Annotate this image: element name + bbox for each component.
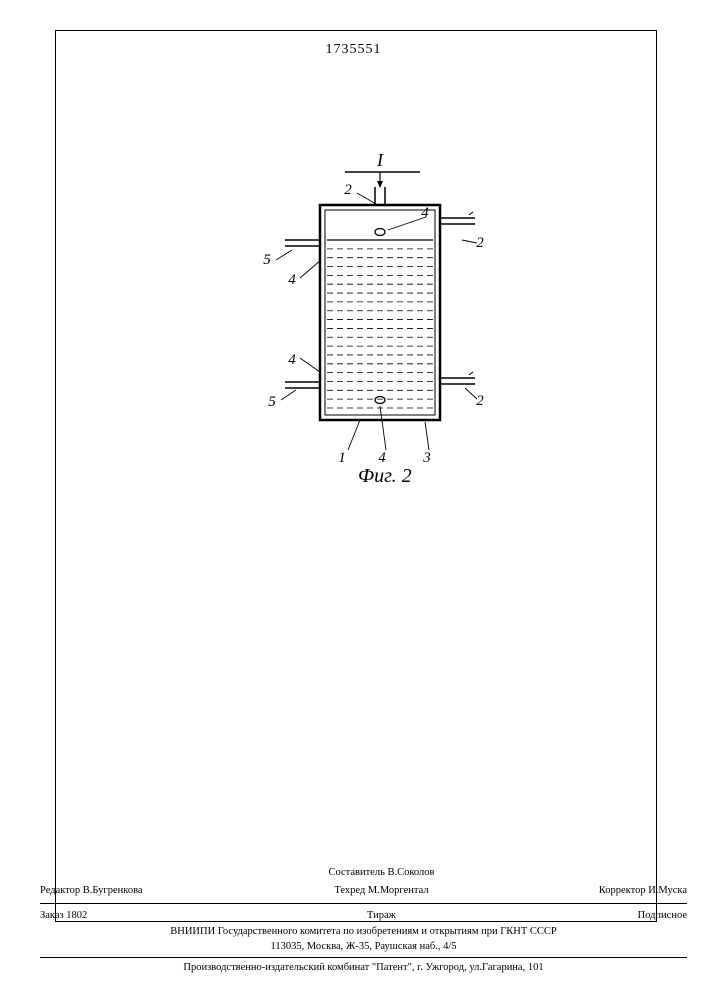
footer-empty-r (507, 866, 687, 880)
patent-number: 1735551 (0, 42, 707, 58)
footer-org2: 113035, Москва, Ж-35, Раушская наб., 4/5 (40, 940, 687, 954)
figure-svg: I 2 4 2 5 4 4 5 2 1 4 3 Фиг. 2 (230, 150, 530, 500)
footer-techred: Техред М.Моргентал (256, 884, 508, 898)
footer-block: Составитель В.Соколов Редактор В.Бугренк… (40, 864, 687, 975)
footer-tirazh: Тираж (256, 909, 508, 923)
svg-text:4: 4 (421, 205, 429, 221)
footer-corrector: Корректор И.Муска (507, 884, 687, 898)
footer-compiler: Составитель В.Соколов (256, 866, 508, 880)
footer-org1: ВНИИПИ Государственного комитета по изоб… (40, 925, 687, 939)
svg-text:I: I (376, 150, 384, 170)
svg-text:Фиг. 2: Фиг. 2 (358, 465, 412, 487)
svg-text:1: 1 (338, 450, 346, 466)
footer-rule-2 (40, 957, 687, 958)
svg-text:2: 2 (476, 393, 484, 409)
figure-2-diagram: I24254452143Фиг. 2 (230, 150, 480, 490)
footer-rule-1 (40, 903, 687, 904)
svg-text:5: 5 (268, 394, 276, 410)
svg-text:4: 4 (288, 272, 296, 288)
svg-text:5: 5 (263, 252, 271, 268)
footer-pub: Производственно-издательский комбинат "П… (40, 961, 687, 975)
footer-empty-l (40, 866, 256, 880)
svg-text:2: 2 (476, 235, 484, 251)
footer-sub: Подписное (507, 909, 687, 923)
svg-text:3: 3 (422, 450, 431, 466)
svg-text:2: 2 (344, 182, 352, 198)
footer-order: Заказ 1802 (40, 909, 256, 923)
svg-text:4: 4 (378, 450, 386, 466)
svg-text:4: 4 (288, 352, 296, 368)
footer-editor: Редактор В.Бугренкова (40, 884, 256, 898)
